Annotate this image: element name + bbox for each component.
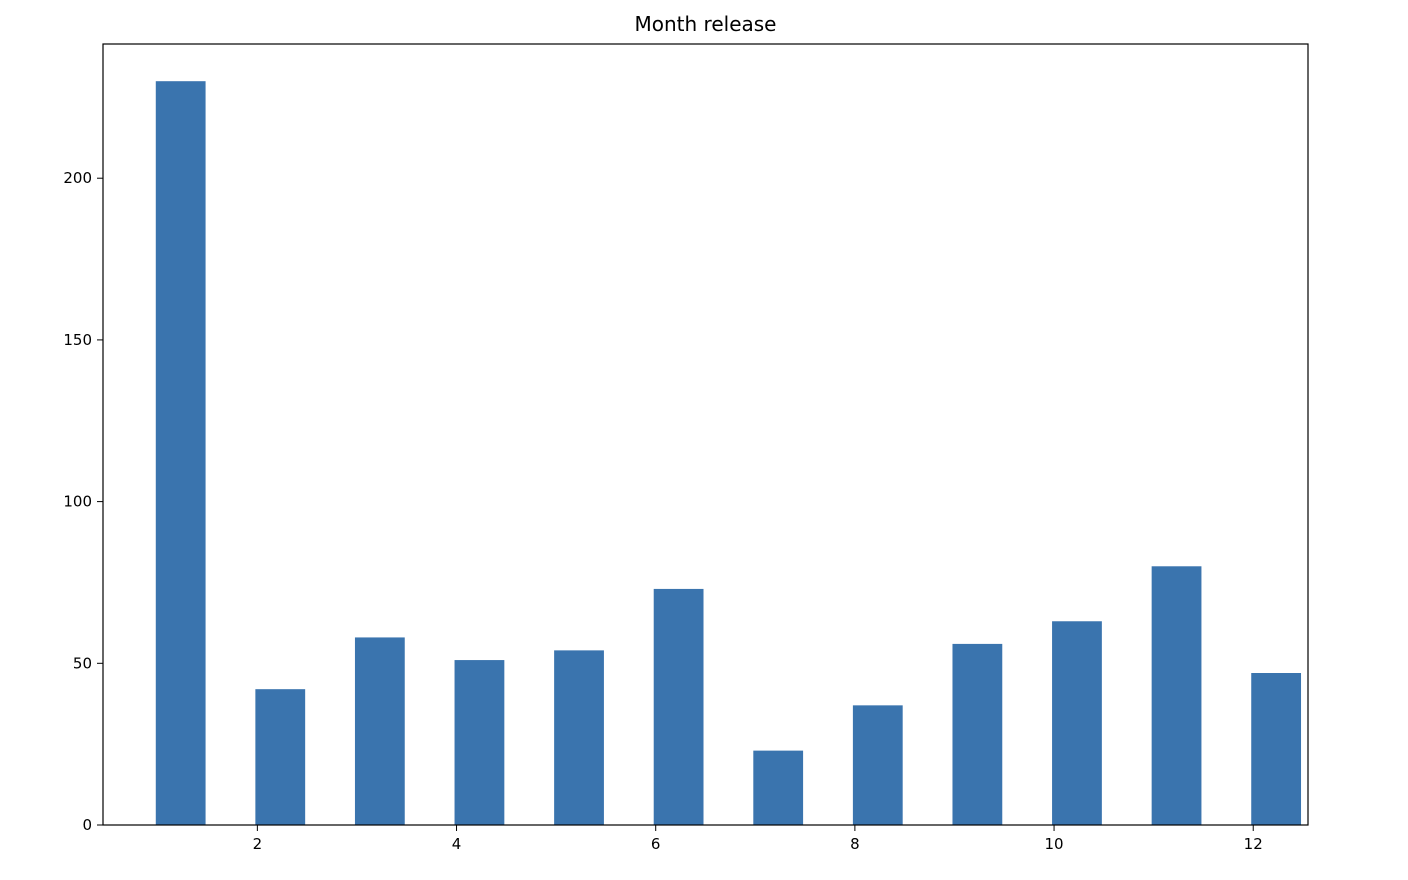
x-tick-label: 10 xyxy=(1045,835,1064,853)
bar-month-3 xyxy=(354,637,405,825)
y-axis: 0 50 100 150 200 xyxy=(63,169,103,834)
y-tick-label: 200 xyxy=(63,169,92,187)
bar-month-6 xyxy=(653,588,704,825)
plot-area-frame xyxy=(102,43,1309,826)
x-tick-label: 8 xyxy=(850,835,860,853)
bar-month-5 xyxy=(554,650,604,825)
x-tick-label: 4 xyxy=(452,835,462,853)
bar-month-11 xyxy=(1151,566,1202,825)
x-axis: 2 4 6 8 10 12 xyxy=(253,825,1263,853)
bar-month-12 xyxy=(1251,673,1302,825)
y-tick-label: 0 xyxy=(82,816,92,834)
bar-month-8 xyxy=(852,705,903,825)
y-tick-label: 100 xyxy=(63,493,92,511)
x-tick-label: 2 xyxy=(253,835,263,853)
x-tick-label: 6 xyxy=(651,835,661,853)
bar-month-4 xyxy=(454,660,505,825)
bar-month-2 xyxy=(255,689,306,825)
bar-month-1 xyxy=(155,81,206,825)
y-tick-label: 50 xyxy=(73,654,92,672)
bar-month-9 xyxy=(952,643,1003,825)
x-tick-label: 12 xyxy=(1244,835,1263,853)
bars-layer xyxy=(155,81,1302,825)
y-tick-label: 150 xyxy=(63,331,92,349)
bar-month-10 xyxy=(1052,621,1102,825)
chart-title: Month release xyxy=(635,12,777,36)
bar-month-7 xyxy=(753,750,804,825)
